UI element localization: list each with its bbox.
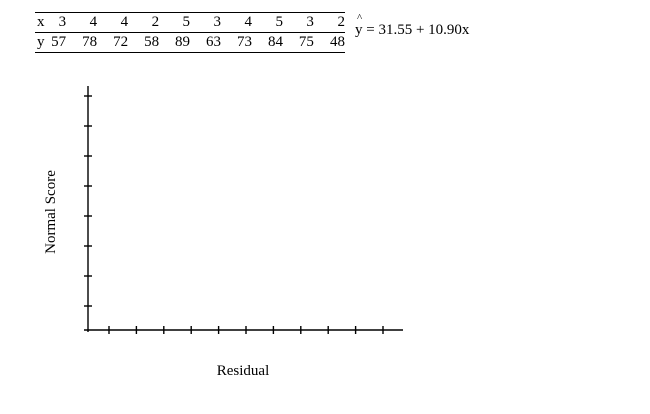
x-value: 2 xyxy=(313,12,345,33)
x-value: 4 xyxy=(97,12,129,33)
x-value: 5 xyxy=(251,12,283,33)
x-value: 4 xyxy=(221,12,252,33)
x-value: 3 xyxy=(190,12,222,33)
x-row-label: x xyxy=(35,12,50,33)
data-table: x 3 4 4 2 5 3 4 5 3 2 y 57 78 72 58 89 6… xyxy=(35,12,345,53)
x-ticks xyxy=(108,326,384,334)
y-value: 48 xyxy=(313,32,345,53)
y-value: 63 xyxy=(190,32,222,53)
y-value: 84 xyxy=(251,32,283,53)
regression-equation: ^ y = 31.55 + 10.90x xyxy=(355,12,470,38)
hat-accent: ^ xyxy=(357,12,363,24)
y-hat-symbol: ^ y xyxy=(355,12,363,38)
y-value: 73 xyxy=(221,32,252,53)
y-value: 89 xyxy=(159,32,191,53)
y-hat-letter: y xyxy=(355,22,363,38)
x-row: x 3 4 4 2 5 3 4 5 3 2 xyxy=(35,12,345,33)
y-axis-label: Normal Score xyxy=(43,170,59,254)
y-row: y 57 78 72 58 89 63 73 84 75 48 xyxy=(35,32,345,53)
x-value: 2 xyxy=(128,12,160,33)
y-ticks xyxy=(84,95,92,307)
y-value: 58 xyxy=(128,32,160,53)
x-value: 4 xyxy=(66,12,98,33)
y-value: 78 xyxy=(66,32,98,53)
x-value: 3 xyxy=(282,12,314,33)
y-row-label: y xyxy=(35,32,50,53)
x-value: 5 xyxy=(159,12,191,33)
y-value: 57 xyxy=(49,32,67,53)
y-value: 75 xyxy=(282,32,314,53)
y-value: 72 xyxy=(97,32,129,53)
regression-formula: = 31.55 + 10.90x xyxy=(362,22,470,38)
x-value: 3 xyxy=(49,12,67,33)
x-axis-label: Residual xyxy=(217,363,270,379)
